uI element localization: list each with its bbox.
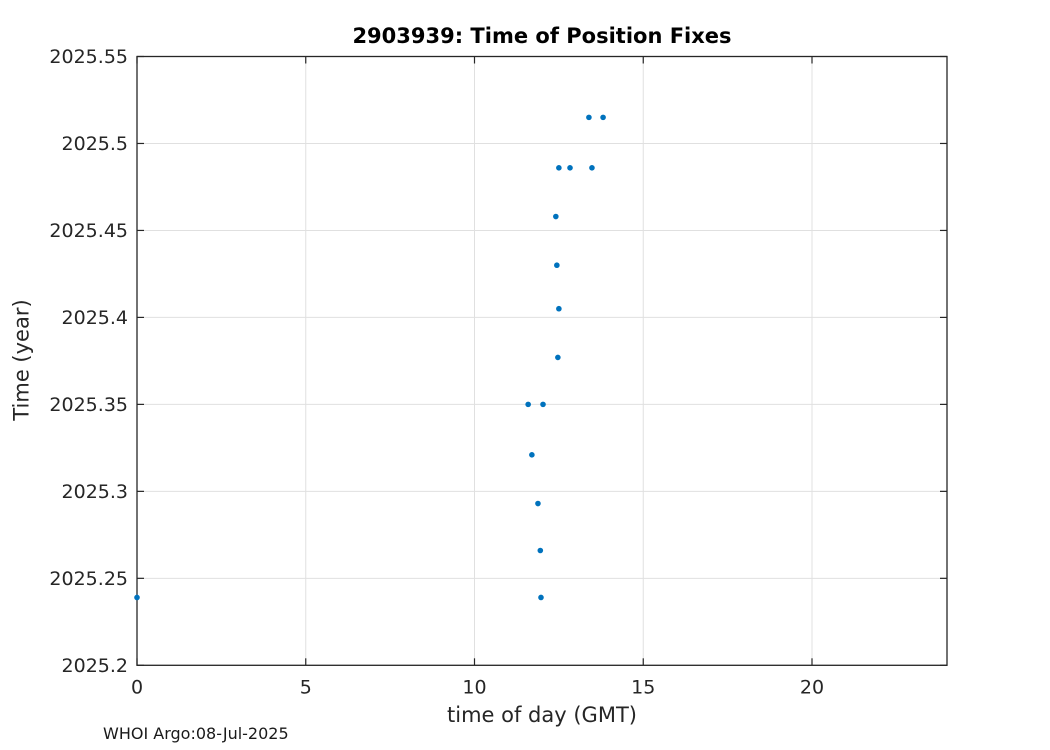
x-tick-label: 10 xyxy=(462,676,486,698)
axes-box xyxy=(136,55,948,666)
x-axis-label: time of day (GMT) xyxy=(447,703,637,727)
x-tick-label: 20 xyxy=(800,676,824,698)
data-point xyxy=(556,305,562,312)
data-point xyxy=(589,165,595,171)
data-point xyxy=(554,262,560,269)
data-point xyxy=(529,452,535,458)
data-point xyxy=(538,594,544,601)
data-point xyxy=(555,354,561,361)
x-tick-label: 0 xyxy=(131,676,143,698)
chart-title: 2903939: Time of Position Fixes xyxy=(352,24,732,48)
data-point xyxy=(567,165,573,171)
data-point xyxy=(600,114,606,121)
y-tick-label: 2025.2 xyxy=(62,655,128,677)
data-point xyxy=(525,401,531,408)
y-tick-label: 2025.25 xyxy=(49,568,128,590)
data-point xyxy=(540,401,546,408)
x-tick-label: 5 xyxy=(300,676,312,698)
y-tick-label: 2025.3 xyxy=(62,481,128,503)
y-tick-label: 2025.4 xyxy=(62,307,128,329)
y-tick-label: 2025.45 xyxy=(49,220,128,242)
footer-text: WHOI Argo:08-Jul-2025 xyxy=(103,724,289,743)
data-point xyxy=(556,165,562,171)
y-tick-label: 2025.5 xyxy=(62,133,128,155)
data-point xyxy=(535,500,541,507)
y-tick-label: 2025.55 xyxy=(49,46,128,68)
data-point xyxy=(553,213,559,220)
data-point xyxy=(134,594,140,601)
y-tick-label: 2025.35 xyxy=(49,394,128,416)
data-point xyxy=(537,547,544,554)
data-point xyxy=(586,114,592,121)
x-tick-label: 15 xyxy=(631,676,655,698)
